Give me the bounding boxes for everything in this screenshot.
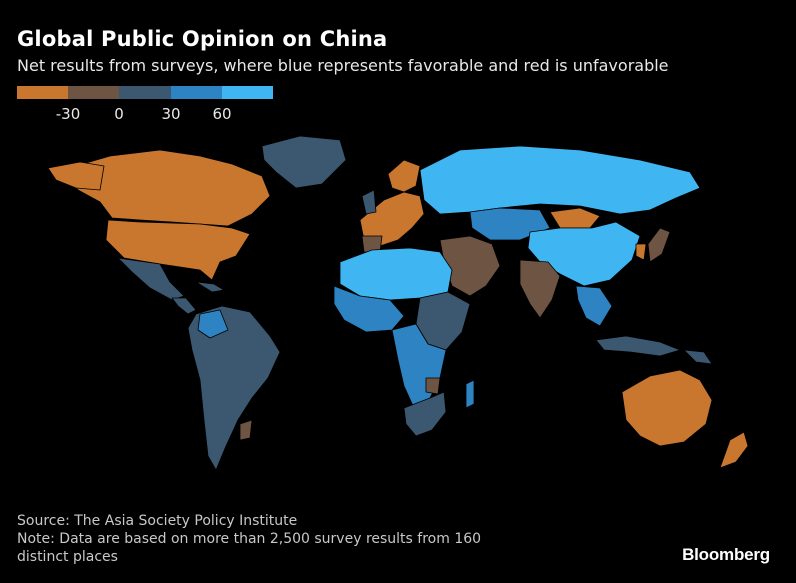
scandinavia-region <box>387 159 421 193</box>
papua-region <box>683 349 713 365</box>
chart-title: Global Public Opinion on China <box>17 27 388 51</box>
source-note: Source: The Asia Society Policy Institut… <box>17 512 481 566</box>
colombia-region <box>197 309 229 339</box>
legend-tick-labels: -30 0 30 60 <box>17 105 277 127</box>
legend-tick-label: -30 <box>55 105 81 123</box>
canada-region <box>61 149 271 227</box>
mongolia-region <box>549 207 601 229</box>
new-zealand-region <box>719 431 749 469</box>
madagascar-region <box>465 379 475 409</box>
north-africa-region <box>339 247 453 301</box>
legend-swatch-favorable <box>170 86 222 99</box>
argentina-patch-region <box>239 419 253 441</box>
uk-region <box>361 189 377 215</box>
legend-swatch-strong-unfavorable <box>17 86 69 99</box>
japan-region <box>647 227 671 263</box>
india-region <box>519 259 561 319</box>
legend-swatch-strong-favorable <box>221 86 274 99</box>
legend-tick-label: 30 <box>161 105 181 123</box>
greenland-region <box>261 135 347 189</box>
united-states-region <box>105 219 251 281</box>
russia-region <box>419 145 701 215</box>
south-america-region <box>187 305 281 471</box>
note-line-2: distinct places <box>17 549 118 565</box>
korea-region <box>635 243 647 261</box>
alaska-region <box>47 161 105 191</box>
legend-tick-label: 60 <box>212 105 232 123</box>
bloomberg-logo: Bloomberg <box>682 545 770 564</box>
southern-africa-region <box>403 391 447 437</box>
chart-subtitle: Net results from surveys, where blue rep… <box>17 56 669 75</box>
caribbean-region <box>195 281 225 293</box>
legend-color-bar <box>17 86 274 99</box>
australia-region <box>621 369 713 447</box>
world-map <box>47 135 749 471</box>
color-legend: -30 0 30 60 <box>17 86 277 126</box>
source-line: Source: The Asia Society Policy Institut… <box>17 513 298 529</box>
indonesia-region <box>595 335 681 357</box>
china-region <box>527 221 641 287</box>
central-america-region <box>171 297 197 315</box>
legend-tick-label: 0 <box>114 105 124 123</box>
zambia-region <box>425 377 441 395</box>
legend-swatch-mild-unfavorable <box>68 86 120 99</box>
legend-swatch-neutral <box>119 86 171 99</box>
southeast-asia-region <box>575 285 613 327</box>
note-line-1: Note: Data are based on more than 2,500 … <box>17 531 482 547</box>
